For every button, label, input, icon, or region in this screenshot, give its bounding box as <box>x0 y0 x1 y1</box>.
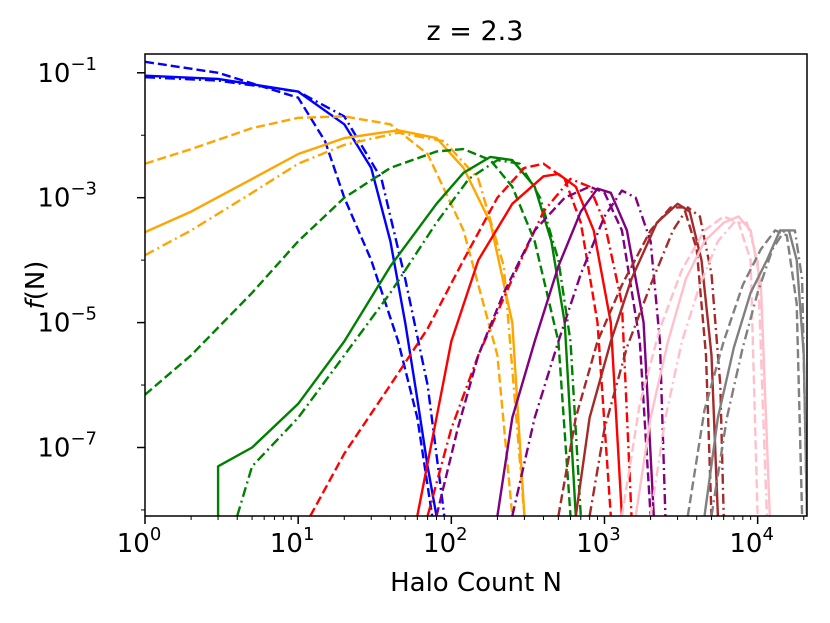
x-tick-label: 101 <box>270 524 315 559</box>
series-line-14 <box>511 189 667 516</box>
series-line-4 <box>145 115 514 516</box>
x-tick-label: 100 <box>117 524 162 559</box>
series-line-16 <box>557 206 713 516</box>
y-tick-label: 10−1 <box>37 54 97 89</box>
series-line-7 <box>145 147 572 516</box>
series-line-3 <box>145 129 526 516</box>
series-line-1 <box>145 60 434 516</box>
series-line-23 <box>710 229 807 516</box>
series-line-0 <box>145 74 438 516</box>
tick-layer: 100 101 102 103 104 10−1 10−3 10−5 10−7 <box>37 54 805 559</box>
x-tick-label: 104 <box>729 524 774 559</box>
plot-frame <box>144 53 808 517</box>
x-tick-label: 103 <box>576 524 621 559</box>
x-axis-title: Halo Count N <box>390 568 562 598</box>
series-line-9 <box>416 172 624 516</box>
series-line-2 <box>145 76 446 516</box>
series-line-13 <box>435 185 652 516</box>
x-tick-label: 102 <box>423 524 468 559</box>
series-line-8 <box>236 158 582 516</box>
series-line-6 <box>216 155 577 516</box>
y-axis-title: f(N) <box>21 261 51 310</box>
chart-title: z = 2.3 <box>427 16 524 47</box>
series-line-21 <box>703 229 807 516</box>
series-line-22 <box>686 229 804 516</box>
series-line-12 <box>496 187 655 516</box>
series-line-17 <box>588 206 725 516</box>
y-tick-label: 10−3 <box>37 179 97 214</box>
series-line-20 <box>649 221 769 516</box>
series-layer <box>145 60 807 516</box>
y-tick-label: 10−5 <box>37 304 97 339</box>
series-line-19 <box>620 215 759 516</box>
y-axis-title-rest: (N) <box>21 261 51 301</box>
series-line-11 <box>426 177 633 516</box>
series-line-5 <box>145 131 526 516</box>
y-tick-label: 10−7 <box>37 428 97 463</box>
series-line-15 <box>574 202 720 516</box>
